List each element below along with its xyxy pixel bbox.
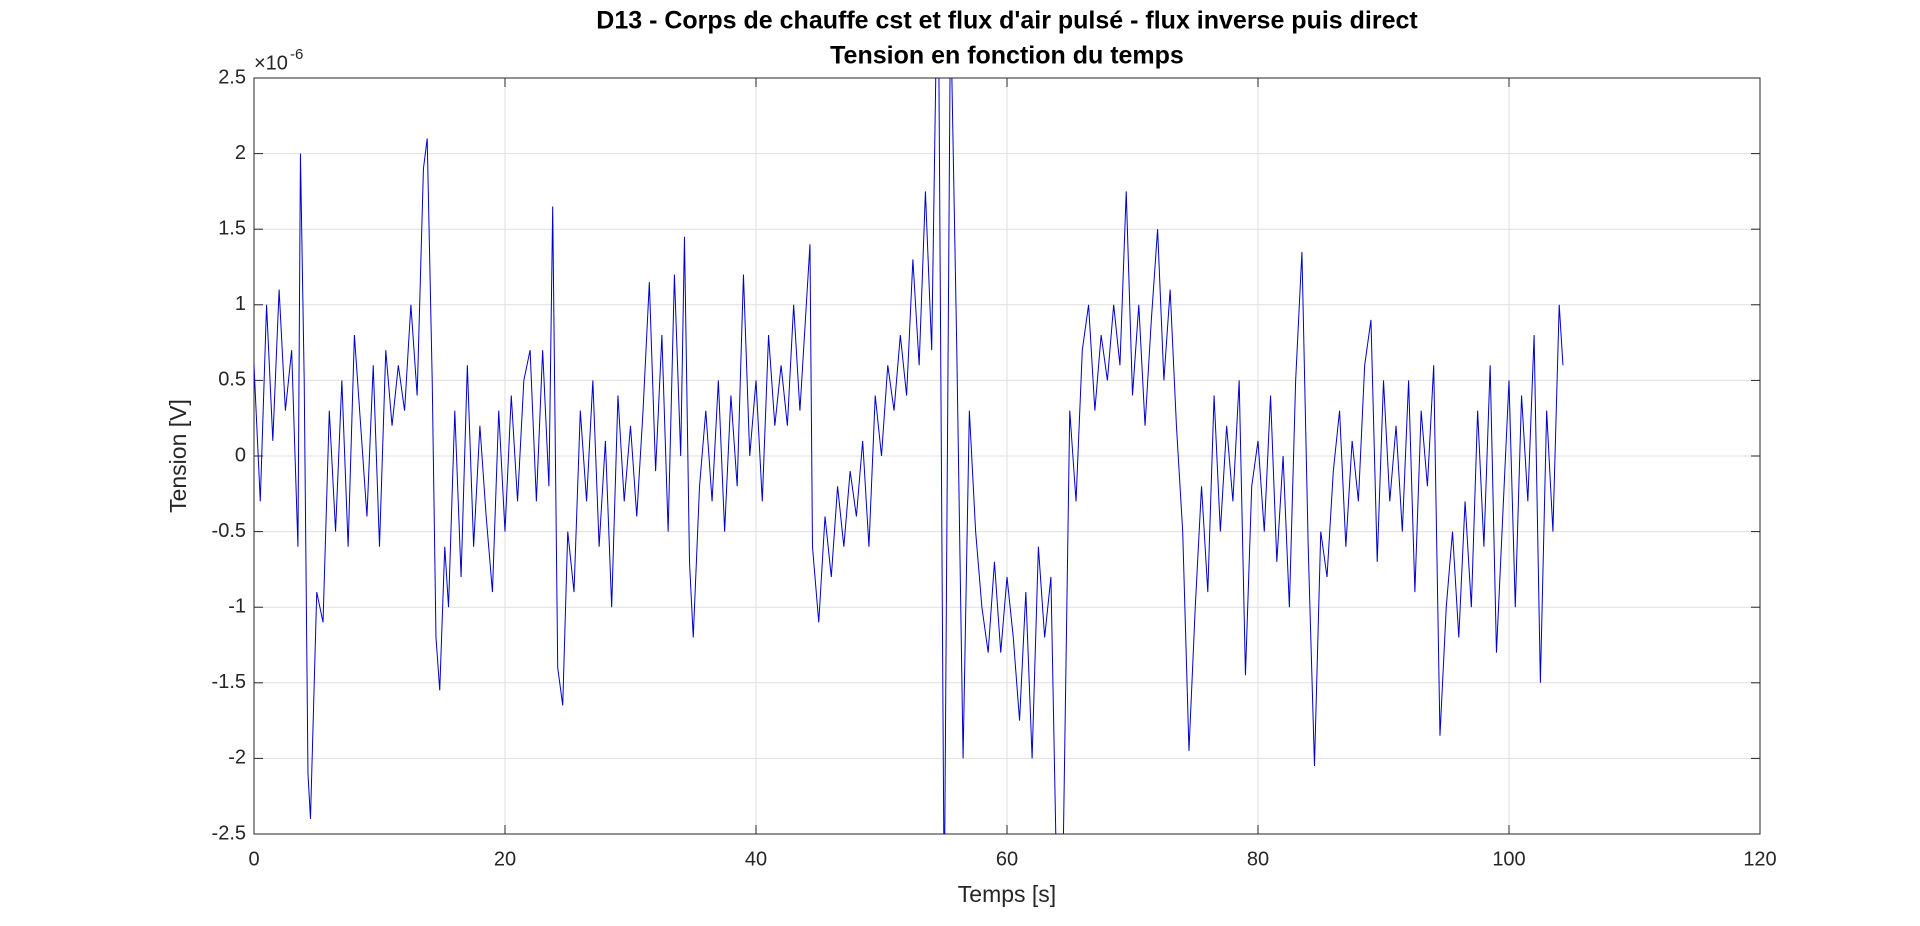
y-tick-label: 1.5	[218, 217, 246, 239]
y-tick-label: 0.5	[218, 369, 246, 391]
x-tick-label: 80	[1247, 848, 1269, 870]
x-tick-label: 120	[1743, 848, 1776, 870]
y-tick-label: -2	[228, 747, 246, 769]
x-tick-label: 60	[996, 848, 1018, 870]
chart-title: D13 - Corps de chauffe cst et flux d'air…	[596, 7, 1418, 35]
y-tick-label: 0	[235, 444, 246, 466]
y-tick-label: -2.5	[212, 822, 246, 844]
y-tick-label: 1	[235, 293, 246, 315]
y-tick-label: 2	[235, 142, 246, 164]
chart-subtitle: Tension en fonction du temps	[830, 42, 1184, 70]
y-tick-label: -0.5	[212, 520, 246, 542]
y-axis-label: Tension [V]	[165, 399, 191, 513]
y-tick-label: -1	[228, 595, 246, 617]
x-tick-label: 40	[745, 848, 767, 870]
x-axis-label: Temps [s]	[958, 881, 1056, 907]
data-line	[254, 78, 1564, 834]
x-tick-label: 0	[248, 848, 259, 870]
axes-box	[253, 77, 1761, 835]
y-tick-label: 2.5	[218, 66, 246, 88]
y-tick-label: -1.5	[212, 671, 246, 693]
y-scale-exponent: -6	[290, 46, 303, 63]
x-tick-label: 100	[1492, 848, 1525, 870]
x-tick-label: 20	[494, 848, 516, 870]
y-scale-base: ×10	[254, 52, 288, 74]
